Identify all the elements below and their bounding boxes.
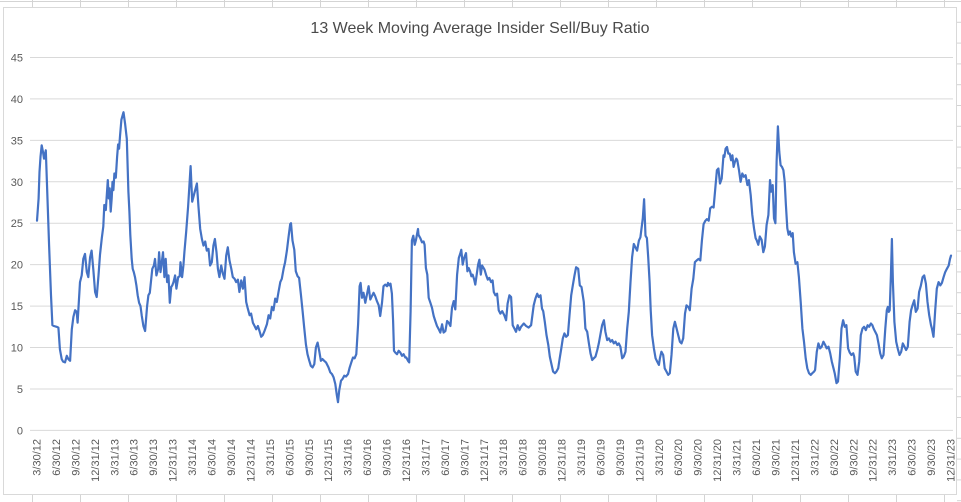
y-tick-label-10: 10 [11, 343, 23, 355]
y-tick-label-30: 30 [11, 177, 23, 189]
x-tick-label-6/30/16: 6/30/16 [362, 439, 374, 476]
y-tick-label-5: 5 [17, 384, 23, 396]
x-tick-label-6/30/12: 6/30/12 [51, 439, 63, 476]
x-tick-label-3/31/22: 3/31/22 [809, 439, 821, 476]
x-tick-label-3/31/14: 3/31/14 [187, 439, 199, 476]
x-tick-label-12/31/16: 12/31/16 [401, 439, 413, 482]
x-tick-label-9/30/23: 9/30/23 [926, 439, 938, 476]
y-tick-label-35: 35 [11, 135, 23, 147]
x-tick-label-6/30/18: 6/30/18 [518, 439, 530, 476]
x-tick-label-9/30/18: 9/30/18 [537, 439, 549, 476]
x-tick-label-9/30/15: 9/30/15 [304, 439, 316, 476]
x-tick-label-3/31/19: 3/31/19 [576, 439, 588, 476]
x-tick-label-3/31/20: 3/31/20 [654, 439, 666, 476]
x-tick-label-9/30/13: 9/30/13 [148, 439, 160, 476]
x-tick-label-12/31/15: 12/31/15 [323, 439, 335, 482]
y-tick-label-25: 25 [11, 218, 23, 230]
x-tick-label-3/31/18: 3/31/18 [498, 439, 510, 476]
x-tick-label-9/30/16: 9/30/16 [382, 439, 394, 476]
x-tick-label-12/31/12: 12/31/12 [90, 439, 102, 482]
x-tick-label-9/30/21: 9/30/21 [770, 439, 782, 476]
x-tick-label-9/30/17: 9/30/17 [459, 439, 471, 476]
x-tick-label-6/30/17: 6/30/17 [440, 439, 452, 476]
x-tick-label-6/30/15: 6/30/15 [284, 439, 296, 476]
x-tick-label-3/31/15: 3/31/15 [265, 439, 277, 476]
x-tick-label-12/31/23: 12/31/23 [946, 439, 958, 482]
x-axis-tick-labels[interactable]: 3/30/12 6/30/12 9/30/12 12/31/12 3/31/13 6/30… [32, 439, 958, 482]
x-tick-label-9/30/14: 9/30/14 [226, 439, 238, 476]
x-tick-label-3/31/13: 3/31/13 [109, 439, 121, 476]
x-tick-label-9/30/19: 9/30/19 [615, 439, 627, 476]
x-tick-label-12/31/21: 12/31/21 [790, 439, 802, 482]
x-tick-label-12/31/19: 12/31/19 [634, 439, 646, 482]
y-tick-label-40: 40 [11, 94, 23, 106]
x-tick-label-12/31/20: 12/31/20 [712, 439, 724, 482]
x-tick-label-9/30/20: 9/30/20 [693, 439, 705, 476]
x-tick-label-3/31/23: 3/31/23 [887, 439, 899, 476]
x-tick-label-3/30/12: 3/30/12 [32, 439, 44, 476]
x-tick-label-9/30/22: 9/30/22 [848, 439, 860, 476]
x-tick-label-3/31/16: 3/31/16 [343, 439, 355, 476]
y-tick-label-20: 20 [11, 260, 23, 272]
x-tick-label-12/31/14: 12/31/14 [245, 439, 257, 482]
y-axis-tick-labels[interactable]: 0 5 10 15 20 25 30 35 40 45 [11, 53, 23, 438]
x-tick-label-12/31/17: 12/31/17 [479, 439, 491, 482]
x-tick-label-3/31/21: 3/31/21 [732, 439, 744, 476]
x-tick-label-6/30/19: 6/30/19 [595, 439, 607, 476]
x-tick-label-12/31/22: 12/31/22 [868, 439, 880, 482]
series-line-sell-buy-ratio[interactable] [35, 111, 953, 404]
x-tick-label-6/30/22: 6/30/22 [829, 439, 841, 476]
x-tick-label-12/31/18: 12/31/18 [557, 439, 569, 482]
x-tick-label-6/30/13: 6/30/13 [129, 439, 141, 476]
y-tick-label-15: 15 [11, 301, 23, 313]
x-tick-label-6/30/20: 6/30/20 [673, 439, 685, 476]
chart-title[interactable]: 13 Week Moving Average Insider Sell/Buy … [310, 20, 649, 37]
y-tick-label-0: 0 [17, 425, 23, 437]
y-tick-label-45: 45 [11, 53, 23, 65]
x-tick-label-6/30/23: 6/30/23 [907, 439, 919, 476]
x-tick-label-3/31/17: 3/31/17 [420, 439, 432, 476]
x-tick-label-12/31/13: 12/31/13 [168, 439, 180, 482]
chart-frame[interactable] [3, 7, 957, 495]
x-tick-label-6/30/21: 6/30/21 [751, 439, 763, 476]
x-tick-label-9/30/12: 9/30/12 [70, 439, 82, 476]
x-tick-label-6/30/14: 6/30/14 [207, 439, 219, 476]
